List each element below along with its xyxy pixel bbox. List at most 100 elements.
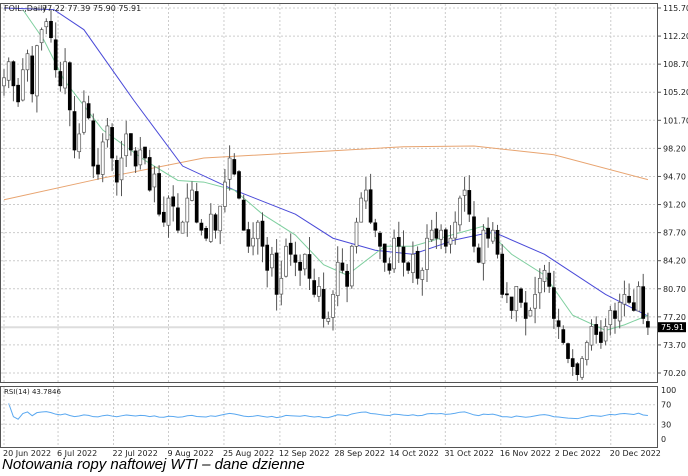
candle-down [91,120,96,167]
candle-up [208,213,213,242]
candle-down [298,261,302,271]
candle-down [631,302,636,311]
candle-down [133,150,138,167]
candle-down [505,293,509,296]
candle-up [180,221,185,234]
chart-caption: Notowania ropy naftowej WTI – dane dzien… [2,456,305,473]
x-tick-label: 16 Nov 2022 [500,449,551,458]
chart-header-ohlc: 77.22 77.39 75.90 75.91 [42,4,141,13]
candle-down [129,133,133,151]
x-tick-label: 20 Jun 2022 [3,449,51,458]
candle-up [335,261,340,296]
y-tick-label: 80.70 [663,285,686,294]
candle-down [157,173,161,215]
candle-down [86,103,91,119]
candle-down [594,324,599,335]
candle-up [35,45,39,97]
candle-up [255,221,260,240]
candle-down [547,272,552,287]
candle-down [613,310,617,319]
candle-down [434,228,439,239]
candle-up [359,197,364,223]
candle-down [11,61,16,87]
candle-down [401,246,406,263]
candle-up [302,253,307,270]
candle-up [448,237,453,245]
candle-up [617,302,622,322]
x-tick-label: 2 Dec 2022 [555,449,601,458]
candle-up [218,205,223,232]
candle-down [570,358,575,367]
candle-up [429,229,434,241]
candle-up [20,69,25,101]
candle-up [119,157,124,181]
candle-down [476,247,481,263]
candle-down [486,227,490,239]
candle-up [2,77,6,87]
candle-down [49,20,53,39]
candle-up [349,245,354,287]
candle-up [63,61,67,89]
candle-down [16,84,20,103]
candle-up [490,229,495,242]
candle-down [519,288,523,303]
candle-down [161,211,166,223]
candle-up [190,189,194,201]
candle-down [58,71,63,87]
ma-slow-line [3,145,649,201]
candle-down [382,243,387,263]
candle-down [232,159,237,175]
candle-up [636,286,641,312]
x-tick-label: 22 Jul 2022 [113,449,158,458]
candle-up [584,342,589,361]
candle-up [223,181,227,207]
candle-up [100,141,105,175]
candle-down [340,262,345,271]
candle-up [453,221,458,239]
candle-up [77,133,82,153]
candle-down [467,190,472,215]
y-tick-label: 91.20 [663,201,686,210]
candle-down [72,111,77,151]
last-price-box [658,322,686,333]
candle-up [251,237,255,247]
candle-down [53,39,58,71]
candle-down [30,55,35,95]
candle-up [481,229,486,264]
candle-up [420,269,425,280]
candle-down [556,320,561,327]
candle-up [82,101,86,133]
candle-down [575,363,580,375]
y-tick-label: 70.20 [663,369,686,378]
candle-down [646,321,650,328]
candle-up [44,21,49,28]
x-tick-label: 31 Oct 2022 [444,449,493,458]
y-tick-label: 73.70 [663,341,686,350]
candle-up [542,269,547,282]
y-tick-label: 84.20 [663,257,686,266]
candle-up [166,197,171,226]
candle-down [288,242,293,255]
candle-up [622,294,627,305]
candle-up [138,149,143,166]
candle-down [443,229,448,247]
candle-up [331,294,335,318]
candle-down [321,289,326,319]
candle-down [641,286,646,319]
candle-down [561,329,566,343]
candle-down [509,296,514,311]
candle-down [176,207,180,231]
y-tick-label: 105.20 [663,88,688,97]
candle-down [241,199,246,231]
candle-up [533,294,537,309]
candle-up [462,189,467,196]
candle-up [124,133,129,157]
candle-up [227,157,232,180]
x-tick-label: 28 Sep 2022 [334,449,385,458]
candle-down [204,227,208,239]
candle-down [566,343,570,359]
candle-down [627,295,631,303]
candle-down [472,216,476,247]
candle-down [143,146,147,159]
